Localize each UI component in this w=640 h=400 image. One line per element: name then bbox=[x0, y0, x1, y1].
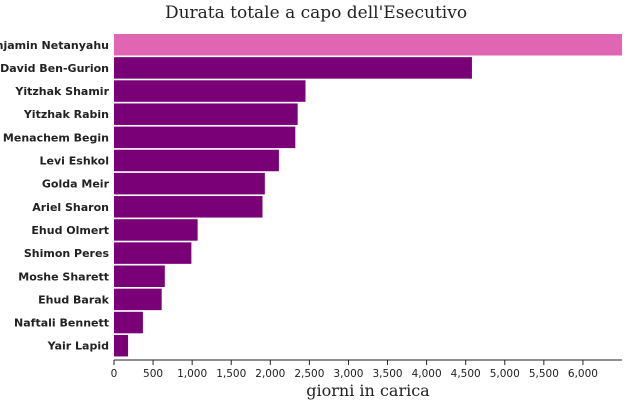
bar bbox=[114, 126, 296, 149]
category-label: Menachem Begin bbox=[3, 131, 109, 144]
x-tick-label: 6,000 bbox=[568, 368, 598, 380]
category-label: Yitzhak Shamir bbox=[14, 85, 109, 98]
bars-group bbox=[114, 34, 622, 357]
bar bbox=[114, 311, 143, 334]
category-label: Shimon Peres bbox=[24, 247, 110, 260]
x-axis-label: giorni in carica bbox=[306, 381, 430, 400]
category-label: Yitzhak Rabin bbox=[23, 108, 109, 121]
bar bbox=[114, 80, 306, 102]
bar bbox=[114, 103, 298, 125]
bar bbox=[114, 34, 622, 56]
category-label: Ariel Sharon bbox=[32, 201, 109, 214]
category-label: David Ben-Gurion bbox=[0, 62, 109, 75]
x-tick-label: 1,500 bbox=[216, 368, 246, 380]
category-label: Naftali Bennett bbox=[14, 317, 109, 330]
x-tick-label: 4,000 bbox=[412, 368, 442, 380]
bar bbox=[114, 219, 198, 241]
x-tick-label: 2,500 bbox=[294, 368, 324, 380]
x-tick-label: 3,000 bbox=[333, 368, 363, 380]
x-tick-label: 1,000 bbox=[177, 368, 207, 380]
category-label: Moshe Sharett bbox=[18, 270, 109, 283]
category-label: Ehud Barak bbox=[38, 293, 110, 306]
bar bbox=[114, 149, 279, 172]
category-label: Yair Lapid bbox=[47, 340, 109, 353]
x-tick-label: 2,000 bbox=[255, 368, 285, 380]
x-tick-label: 3,500 bbox=[373, 368, 403, 380]
bar bbox=[114, 57, 472, 79]
x-tick-label: 0 bbox=[111, 368, 118, 380]
category-label: Benjamin Netanyahu bbox=[0, 39, 109, 52]
bar bbox=[114, 288, 162, 311]
category-label: Levi Eshkol bbox=[40, 155, 109, 168]
bar bbox=[114, 242, 192, 264]
category-label: Golda Meir bbox=[42, 178, 110, 191]
bar bbox=[114, 334, 129, 357]
category-label: Ehud Olmert bbox=[31, 224, 109, 237]
category-labels: Benjamin Netanyahu David Ben-Gurion Yitzha… bbox=[0, 39, 110, 353]
chart-title: Durata totale a capo dell'Esecutivo bbox=[165, 3, 467, 23]
x-tick-label: 500 bbox=[143, 368, 163, 380]
x-axis-ticks: 0 500 1,000 1,500 2,000 2,500 3,000 3,500 4,000 4… bbox=[111, 360, 598, 380]
x-tick-label: 5,500 bbox=[529, 368, 559, 380]
x-tick-label: 5,000 bbox=[490, 368, 520, 380]
bar bbox=[114, 172, 265, 195]
x-tick-label: 4,500 bbox=[451, 368, 481, 380]
bar bbox=[114, 196, 263, 218]
bar bbox=[114, 265, 165, 287]
